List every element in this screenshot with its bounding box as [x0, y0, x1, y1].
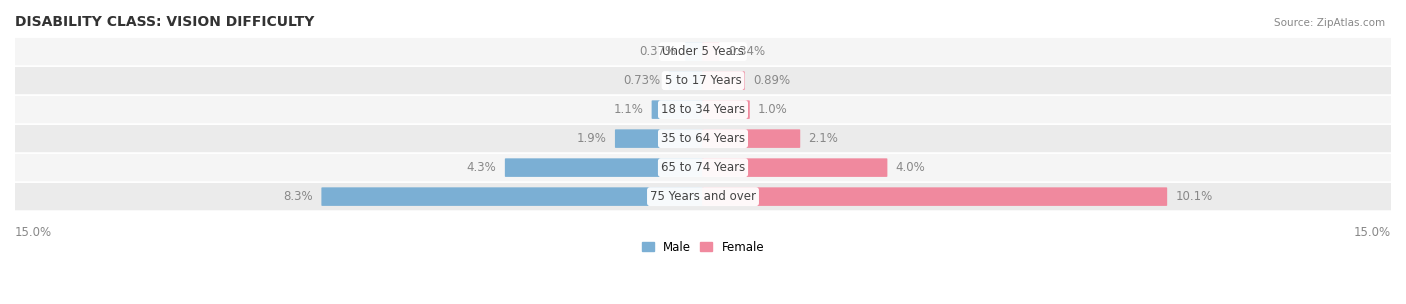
FancyBboxPatch shape	[15, 96, 1391, 123]
FancyBboxPatch shape	[614, 129, 704, 148]
Text: 5 to 17 Years: 5 to 17 Years	[665, 74, 741, 87]
Text: 4.0%: 4.0%	[896, 161, 925, 174]
FancyBboxPatch shape	[15, 183, 1391, 210]
Text: 75 Years and over: 75 Years and over	[650, 190, 756, 203]
Text: Under 5 Years: Under 5 Years	[662, 45, 744, 58]
FancyBboxPatch shape	[702, 187, 1167, 206]
Legend: Male, Female: Male, Female	[641, 241, 765, 254]
Text: DISABILITY CLASS: VISION DIFFICULTY: DISABILITY CLASS: VISION DIFFICULTY	[15, 15, 315, 29]
FancyBboxPatch shape	[702, 129, 800, 148]
FancyBboxPatch shape	[651, 100, 704, 119]
FancyBboxPatch shape	[702, 71, 745, 90]
FancyBboxPatch shape	[15, 125, 1391, 152]
Text: 10.1%: 10.1%	[1175, 190, 1213, 203]
FancyBboxPatch shape	[322, 187, 704, 206]
FancyBboxPatch shape	[15, 154, 1391, 181]
Text: 65 to 74 Years: 65 to 74 Years	[661, 161, 745, 174]
Text: 0.89%: 0.89%	[754, 74, 790, 87]
FancyBboxPatch shape	[505, 158, 704, 177]
Text: 15.0%: 15.0%	[15, 226, 52, 239]
FancyBboxPatch shape	[15, 67, 1391, 94]
Text: 4.3%: 4.3%	[467, 161, 496, 174]
Text: 0.73%: 0.73%	[623, 74, 661, 87]
FancyBboxPatch shape	[669, 71, 704, 90]
Text: Source: ZipAtlas.com: Source: ZipAtlas.com	[1274, 18, 1385, 28]
Text: 1.1%: 1.1%	[613, 103, 644, 116]
Text: 0.37%: 0.37%	[640, 45, 676, 58]
FancyBboxPatch shape	[685, 42, 704, 61]
Text: 35 to 64 Years: 35 to 64 Years	[661, 132, 745, 145]
FancyBboxPatch shape	[15, 38, 1391, 65]
Text: 2.1%: 2.1%	[808, 132, 838, 145]
Text: 1.0%: 1.0%	[758, 103, 787, 116]
Text: 15.0%: 15.0%	[1354, 226, 1391, 239]
Text: 0.34%: 0.34%	[728, 45, 765, 58]
FancyBboxPatch shape	[702, 158, 887, 177]
Text: 1.9%: 1.9%	[576, 132, 606, 145]
Text: 8.3%: 8.3%	[284, 190, 314, 203]
Text: 18 to 34 Years: 18 to 34 Years	[661, 103, 745, 116]
FancyBboxPatch shape	[702, 100, 749, 119]
FancyBboxPatch shape	[702, 42, 720, 61]
